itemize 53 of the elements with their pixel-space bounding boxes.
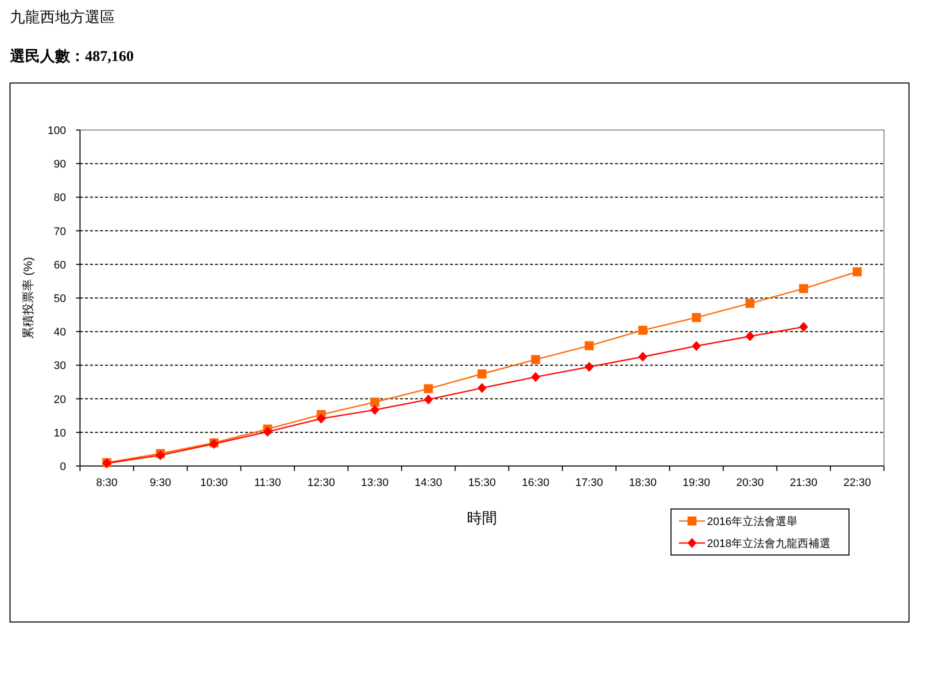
point bbox=[852, 267, 862, 276]
legend-label: 2016年立法會選舉 bbox=[707, 515, 798, 528]
x-tick-label: 8:30 bbox=[96, 477, 118, 489]
y-tick-label: 30 bbox=[54, 360, 66, 372]
y-tick-label: 70 bbox=[54, 226, 66, 238]
x-tick-label: 15:30 bbox=[468, 477, 496, 489]
point bbox=[638, 352, 648, 362]
y-tick-label: 80 bbox=[54, 192, 66, 204]
x-tick-label: 22:30 bbox=[843, 477, 871, 489]
x-tick-label: 17:30 bbox=[575, 477, 603, 489]
point bbox=[746, 298, 754, 308]
point bbox=[799, 322, 808, 332]
x-tick-label: 21:30 bbox=[790, 477, 818, 489]
point bbox=[692, 341, 701, 352]
point bbox=[799, 284, 808, 294]
point bbox=[263, 426, 272, 437]
x-tick-label: 19:30 bbox=[682, 477, 710, 489]
y-tick-label: 90 bbox=[54, 158, 66, 171]
point bbox=[424, 394, 433, 404]
point bbox=[746, 331, 754, 342]
point bbox=[478, 369, 486, 378]
point bbox=[316, 414, 326, 424]
point bbox=[478, 383, 486, 394]
point bbox=[584, 362, 594, 372]
y-tick-label: 10 bbox=[54, 427, 66, 440]
x-tick-label: 20:30 bbox=[736, 477, 764, 489]
point bbox=[531, 354, 540, 364]
y-tick-label: 20 bbox=[54, 394, 66, 406]
x-axis-title: 時間 bbox=[467, 510, 497, 527]
point bbox=[424, 384, 433, 394]
point bbox=[370, 404, 380, 415]
chart-title: 九龍西地方選區 bbox=[10, 9, 115, 26]
point bbox=[638, 326, 648, 335]
point bbox=[584, 341, 594, 350]
point bbox=[692, 312, 701, 322]
x-tick-label: 10:30 bbox=[200, 477, 228, 489]
y-axis-title: 累積投票率 (%) bbox=[21, 257, 35, 339]
y-tick-label: 40 bbox=[54, 326, 66, 339]
x-tick-label: 16:30 bbox=[522, 477, 550, 489]
x-tick-label: 9:30 bbox=[150, 477, 172, 489]
chart-subtitle: 選民人數：487,160 bbox=[9, 48, 134, 65]
x-tick-label: 14:30 bbox=[414, 477, 442, 489]
x-tick-label: 11:30 bbox=[254, 477, 281, 489]
legend-label: 2018年立法會九龍西補選 bbox=[707, 537, 830, 550]
x-tick-label: 13:30 bbox=[361, 477, 389, 489]
y-tick-label: 50 bbox=[54, 293, 66, 305]
point bbox=[370, 398, 380, 407]
x-tick-label: 12:30 bbox=[307, 477, 335, 489]
y-tick-label: 100 bbox=[48, 125, 66, 137]
y-tick-label: 60 bbox=[54, 259, 66, 272]
y-tick-label: 0 bbox=[60, 461, 66, 473]
x-tick-label: 18:30 bbox=[629, 477, 657, 489]
point bbox=[531, 372, 540, 382]
